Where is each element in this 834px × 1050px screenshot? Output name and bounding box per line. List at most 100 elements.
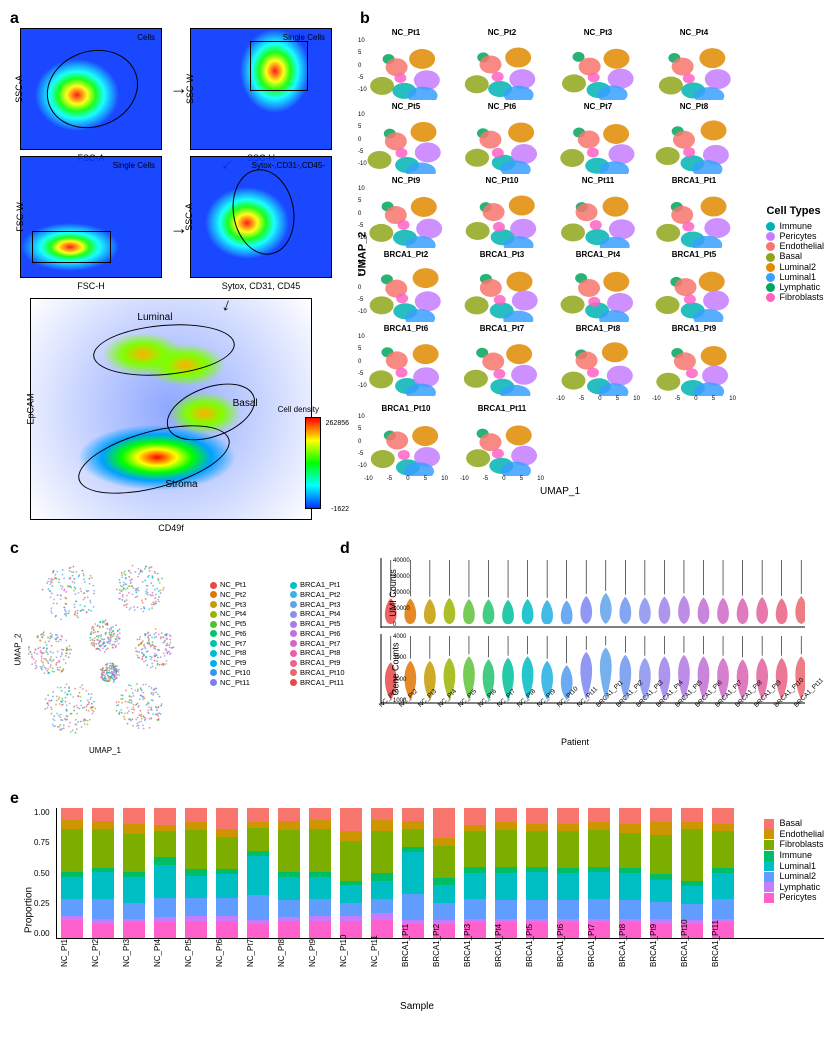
stacked-bar	[619, 808, 641, 938]
umap-cell: BRCA1_Pt7	[456, 324, 548, 402]
stacked-bar	[557, 808, 579, 938]
panel-label-b: b	[360, 10, 820, 28]
legend-item: Lymphatic	[766, 282, 824, 292]
stacked-bar	[154, 808, 176, 938]
legend-item: Basal	[764, 818, 824, 829]
panel-e: e Proportion 1.000.750.500.250.00 NC_Pt1…	[10, 790, 824, 1012]
panel-label-e: e	[10, 790, 824, 808]
umap-cell: BRCA1_Pt1	[648, 176, 740, 248]
umap-cell: BRCA1_Pt2 1050-5-10	[360, 250, 452, 322]
legend-item: NC_Pt5	[210, 619, 290, 629]
stacked-bar	[588, 808, 610, 938]
umap-cell: NC_Pt6	[456, 102, 548, 174]
stacked-bar	[247, 808, 269, 938]
axis-label: UMAP_1	[300, 486, 820, 497]
flow-main-plot: Luminal Basal Stroma EpCAM CD49f Cell de…	[30, 298, 312, 520]
legend-item: Endothelial	[764, 829, 824, 840]
flow-plot: Sytox-,CD31-,CD45- SSC-A Sytox, CD31, CD…	[190, 156, 332, 278]
legend-item: Pericytes	[764, 892, 824, 903]
figure: a → → → → Cells SSC-A FSC-A Single Cells…	[10, 10, 824, 1012]
legend-item: Basal	[766, 251, 824, 261]
umap-cell: NC_Pt1 1050-5-10	[360, 28, 452, 100]
umap-cell: BRCA1_Pt5	[648, 250, 740, 322]
stacked-bar	[371, 808, 393, 938]
panel-a: a → → → → Cells SSC-A FSC-A Single Cells…	[10, 10, 350, 520]
stacked-bar	[712, 808, 734, 938]
stacked-bar	[433, 808, 455, 938]
legend-item: NC_Pt4	[210, 609, 290, 619]
panel-b: b UMAP_2 NC_Pt1 1050-5-10 NC_Pt2 NC_Pt3 …	[360, 10, 820, 497]
panel-d: d UMI Counts 400003000020000100000 Gene …	[340, 540, 810, 747]
legend-item: Luminal2	[766, 262, 824, 272]
legend-item: NC_Pt6	[210, 629, 290, 639]
legend-item: NC_Pt10	[210, 668, 290, 678]
stacked-bar	[309, 808, 331, 938]
flow-plot: Single Cells FSC-W FSC-H	[20, 156, 162, 278]
legend-item: Lymphatic	[764, 882, 824, 893]
umap-cell: BRCA1_Pt8 -10-50510	[552, 324, 644, 402]
legend-item: Immune	[764, 850, 824, 861]
stacked-bar	[123, 808, 145, 938]
stacked-bar	[495, 808, 517, 938]
colorbar-min: -1622	[331, 506, 349, 513]
panel-c: c UMAP_2 UMAP_1 NC_Pt1NC_Pt2NC_Pt3NC_Pt4…	[10, 540, 330, 755]
legend-item: NC_Pt2	[210, 590, 290, 600]
pop-label: Stroma	[165, 479, 197, 490]
umap-cell: NC_Pt10	[456, 176, 548, 248]
stacked-bar	[526, 808, 548, 938]
stacked-bar	[340, 808, 362, 938]
panel-label-a: a	[10, 10, 350, 28]
umap-cell: BRCA1_Pt10 1050-5-10 -10-50510	[360, 404, 452, 482]
legend-item: Pericytes	[766, 231, 824, 241]
legend-item: Luminal2	[764, 871, 824, 882]
colorbar-title: Cell density	[278, 405, 319, 414]
umap-cell: NC_Pt5 1050-5-10	[360, 102, 452, 174]
axis-label: Proportion	[24, 887, 35, 933]
stacked-bar	[61, 808, 83, 938]
pop-label: Basal	[233, 398, 258, 409]
umap-cell: BRCA1_Pt3	[456, 250, 548, 322]
stacked-bar	[278, 808, 300, 938]
umap-cell: NC_Pt9 1050-5-10	[360, 176, 452, 248]
panel-label-d: d	[340, 540, 810, 558]
umap-cell: BRCA1_Pt11 -10-50510	[456, 404, 548, 482]
legend-item: Luminal1	[766, 272, 824, 282]
panel-label-c: c	[10, 540, 330, 558]
umap-cell: BRCA1_Pt4	[552, 250, 644, 322]
legend-item: Luminal1	[764, 861, 824, 872]
axis-label: Patient	[340, 737, 810, 747]
umap-cell: NC_Pt2	[456, 28, 548, 100]
axis-label: CD49f	[158, 523, 184, 533]
umap-cell: NC_Pt8	[648, 102, 740, 174]
axis-label: UMAP_2	[14, 633, 23, 665]
stacked-bar	[650, 808, 672, 938]
stacked-bar	[92, 808, 114, 938]
legend-cell-types: Cell Types ImmunePericytesEndothelialBas…	[766, 205, 824, 302]
tick-label: BRCA1_Pt11	[711, 945, 761, 967]
flow-plot: Single Cells SSC-W SSC-H	[190, 28, 332, 150]
stacked-bar	[185, 808, 207, 938]
colorbar-max: 262856	[326, 420, 349, 427]
legend-item: NC_Pt3	[210, 600, 290, 610]
legend-item: Fibroblasts	[764, 839, 824, 850]
umap-cell: NC_Pt7	[552, 102, 644, 174]
umap-combined	[10, 558, 200, 743]
legend-item: NC_Pt9	[210, 658, 290, 668]
stacked-bar	[216, 808, 238, 938]
flow-plot: Cells SSC-A FSC-A	[20, 28, 162, 150]
violin-umi	[375, 558, 805, 628]
axis-label: Sample	[10, 1001, 824, 1012]
legend-item: NC_Pt8	[210, 648, 290, 658]
legend-item: NC_Pt11	[210, 678, 290, 688]
umap-cell: NC_Pt11	[552, 176, 644, 248]
stacked-bar	[464, 808, 486, 938]
legend-item: NC_Pt1	[210, 580, 290, 590]
umap-cell: BRCA1_Pt9 -10-50510	[648, 324, 740, 402]
axis-label: EpCAM	[26, 393, 36, 424]
stacked-bar	[402, 808, 424, 938]
umap-cell: NC_Pt4	[648, 28, 740, 100]
legend-item: NC_Pt7	[210, 639, 290, 649]
legend-item: Endothelial	[766, 241, 824, 251]
umap-cell: BRCA1_Pt6 1050-5-10	[360, 324, 452, 402]
legend-item: Immune	[766, 221, 824, 231]
